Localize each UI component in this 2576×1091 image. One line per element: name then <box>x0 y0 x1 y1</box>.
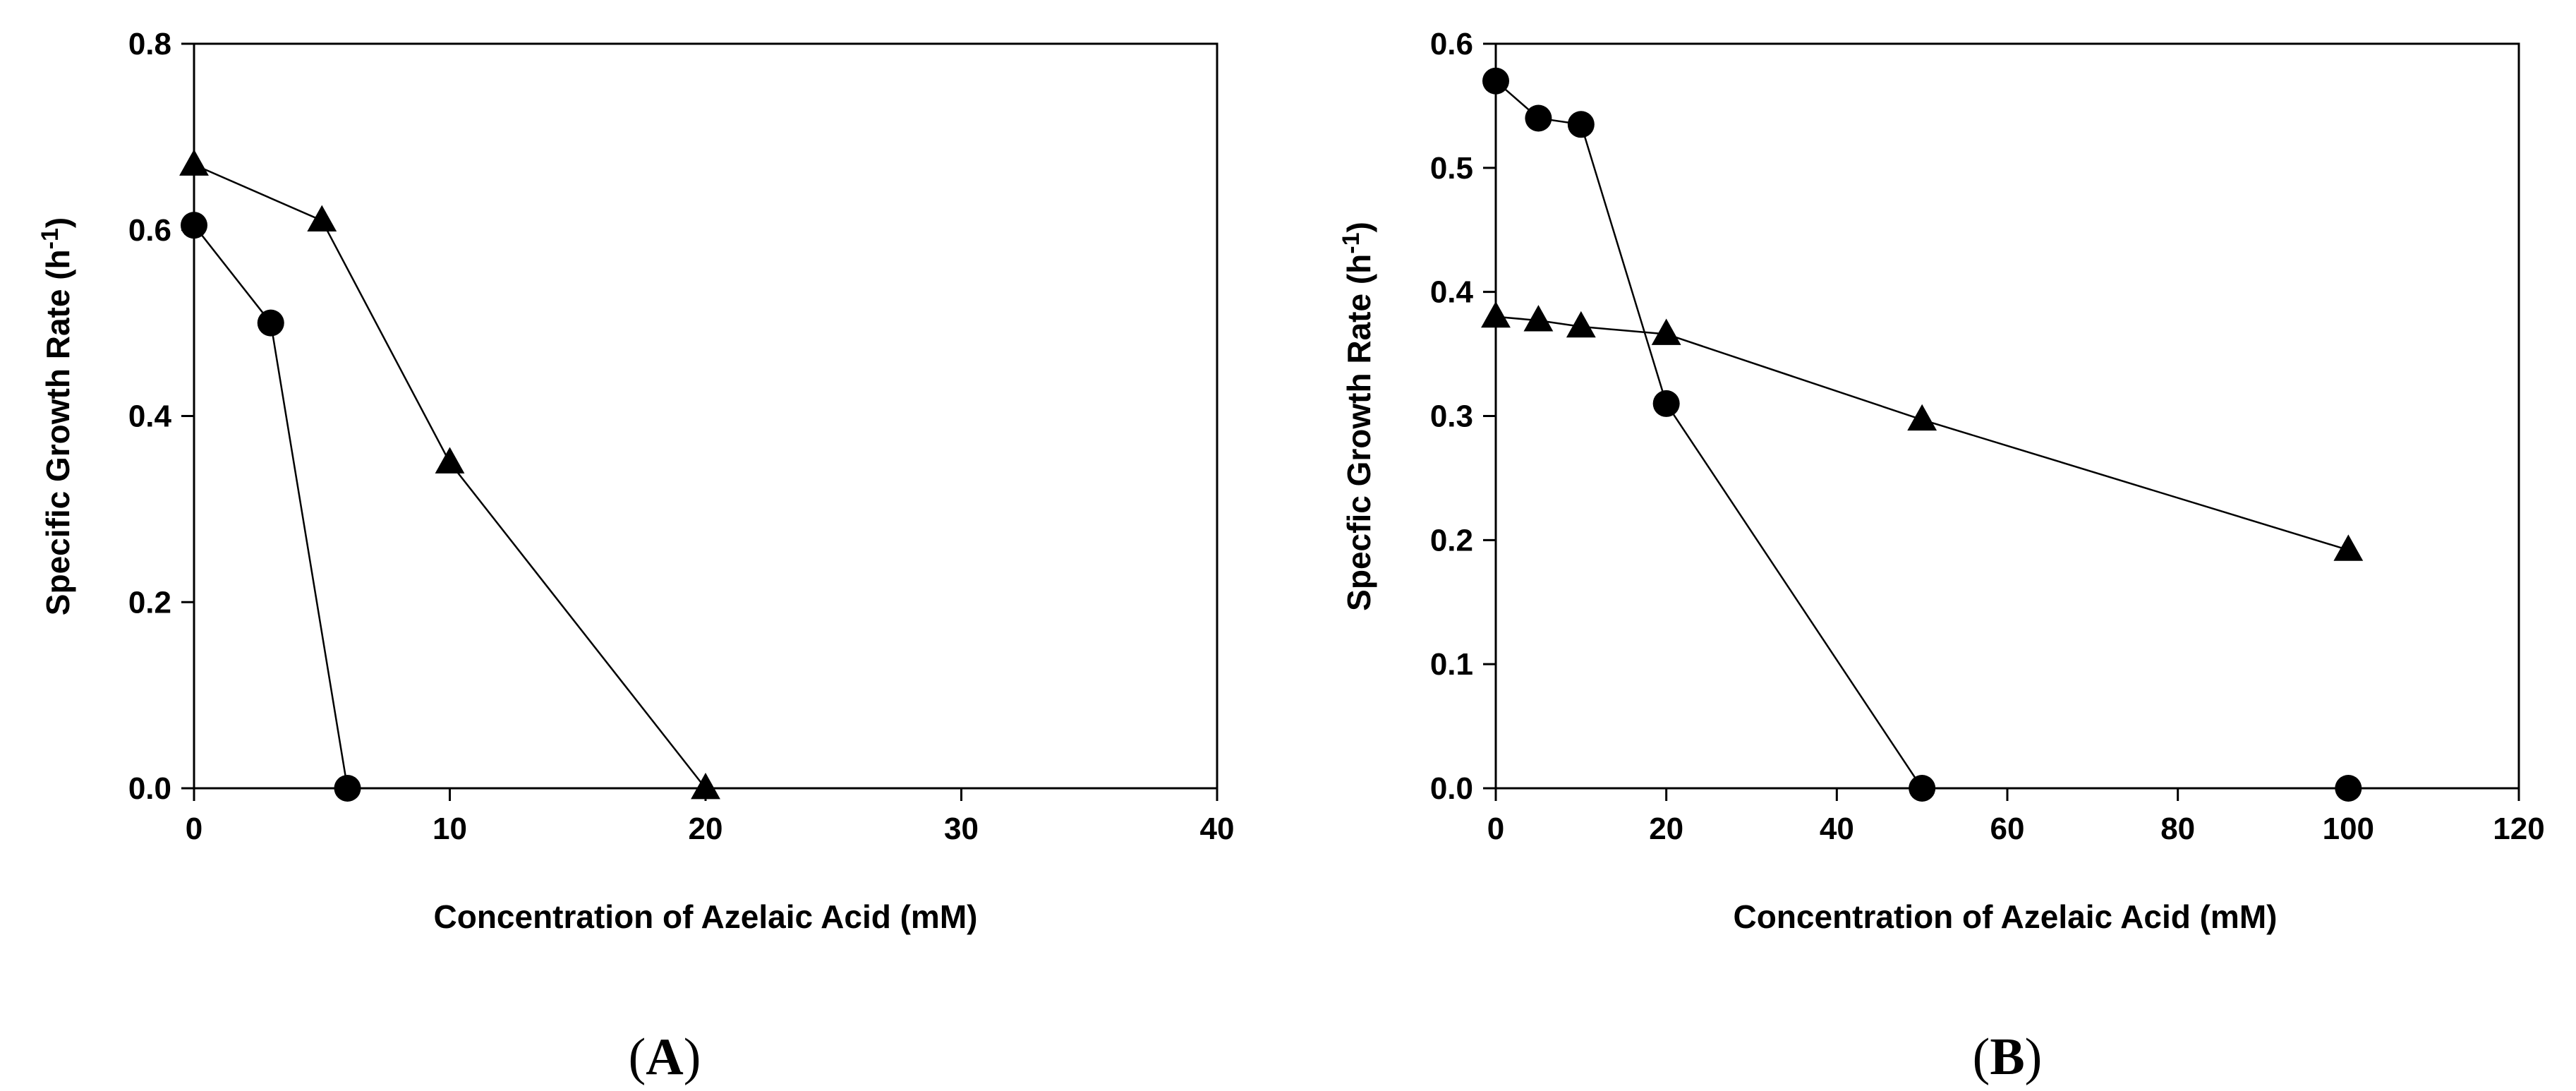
panel-a-label: (A) <box>629 1028 701 1086</box>
panel-a-x-tick-label: 20 <box>689 812 723 846</box>
panel-b-y-tick-label: 0.4 <box>1430 275 1474 310</box>
panel-a-triangle-point <box>307 205 337 231</box>
panel-b-triangle-point <box>1481 301 1511 328</box>
panel-b-y-tick-label: 0.5 <box>1430 151 1473 186</box>
panel-b-y-tick-label: 0.0 <box>1430 771 1473 806</box>
panel-b-circle-point <box>1482 67 1509 95</box>
panel-a-triangle-series-line <box>193 164 706 789</box>
panel-a-triangle-point <box>435 447 465 474</box>
panel-b-triangle-point <box>1566 311 1596 338</box>
panel-b-x-tick-label: 80 <box>2160 812 2195 846</box>
panel-b-x-ticks: 0 20 40 60 80 100 120 <box>1487 788 2545 846</box>
panel-b-x-axis-title: Concentration of Azelaic Acid (mM) <box>1734 898 2278 935</box>
panel-b-x-tick-label: 0 <box>1487 812 1504 846</box>
panel-b-y-tick-label: 0.1 <box>1430 647 1473 682</box>
panel-b-y-ticks: 0.0 0.1 0.2 0.3 0.4 0.5 0.6 <box>1430 27 1496 806</box>
panel-a-circle-point <box>181 212 207 239</box>
panel-a-series <box>179 149 720 802</box>
panel-b-y-tick-label: 0.3 <box>1430 399 1473 434</box>
panel-b-x-tick-label: 20 <box>1649 812 1683 846</box>
panel-a-triangle-point <box>691 773 720 800</box>
panel-a-y-tick-label: 0.8 <box>128 27 171 61</box>
panel-b-plot-frame <box>1494 42 2520 790</box>
panel-a-y-tick-label: 0.0 <box>128 771 171 806</box>
panel-a: 0 10 20 30 40 0.0 0.2 0.4 0.6 0.8 Concentration … <box>37 27 1234 1086</box>
panel-b-triangle-point <box>1651 318 1681 345</box>
panel-b-series <box>1481 67 2364 802</box>
panel-a-x-tick-label: 40 <box>1200 812 1235 846</box>
panel-b-y-tick-label: 0.6 <box>1430 27 1473 61</box>
panel-a-x-ticks: 0 10 20 30 40 <box>186 788 1235 846</box>
panel-b-x-tick-label: 100 <box>2323 812 2374 846</box>
panel-b-triangle-point <box>2333 534 2364 561</box>
panel-b-x-tick-label: 60 <box>1990 812 2025 846</box>
panel-a-x-tick-label: 0 <box>186 812 202 846</box>
panel-b-label: (B) <box>1973 1028 2043 1086</box>
panel-a-x-tick-label: 10 <box>433 812 467 846</box>
panel-a-y-tick-label: 0.6 <box>128 213 171 248</box>
panel-a-circle-point <box>334 775 361 802</box>
panel-a-triangle-point <box>179 149 209 176</box>
panel-b-circle-point <box>1909 775 1936 802</box>
panel-b-x-tick-label: 120 <box>2493 812 2544 846</box>
panel-a-x-axis-title: Concentration of Azelaic Acid (mM) <box>434 898 978 935</box>
panel-b-triangle-point <box>1523 305 1554 332</box>
panel-b-circle-point <box>1567 111 1595 138</box>
panel-a-y-tick-label: 0.4 <box>128 399 172 434</box>
panel-b-circle-point <box>1525 104 1552 132</box>
panel-a-y-ticks: 0.0 0.2 0.4 0.6 0.8 <box>128 27 194 806</box>
panel-a-plot-frame <box>193 42 1219 790</box>
panel-b-y-tick-label: 0.2 <box>1430 523 1473 557</box>
panel-b-triangle-point <box>1907 404 1937 431</box>
panel-b-x-tick-label: 40 <box>1820 812 1854 846</box>
panel-b-y-axis-title: Specfic Growth Rate (h-1) <box>1338 222 1377 611</box>
panel-b-circle-point <box>1652 390 1680 417</box>
panel-a-y-axis-title: Specific Growth Rate (h-1) <box>37 217 76 615</box>
panel-a-x-tick-label: 30 <box>944 812 979 846</box>
panel-b-triangle-series-line <box>1495 315 2349 551</box>
panel-b: 0 20 40 60 80 100 120 0.0 0.1 0.2 0.3 0.4 0.5 0.6 Co… <box>1338 27 2545 1086</box>
panel-a-circle-point <box>257 309 284 337</box>
panel-a-y-tick-label: 0.2 <box>128 585 171 620</box>
panel-b-circle-series-line <box>1495 80 2349 790</box>
